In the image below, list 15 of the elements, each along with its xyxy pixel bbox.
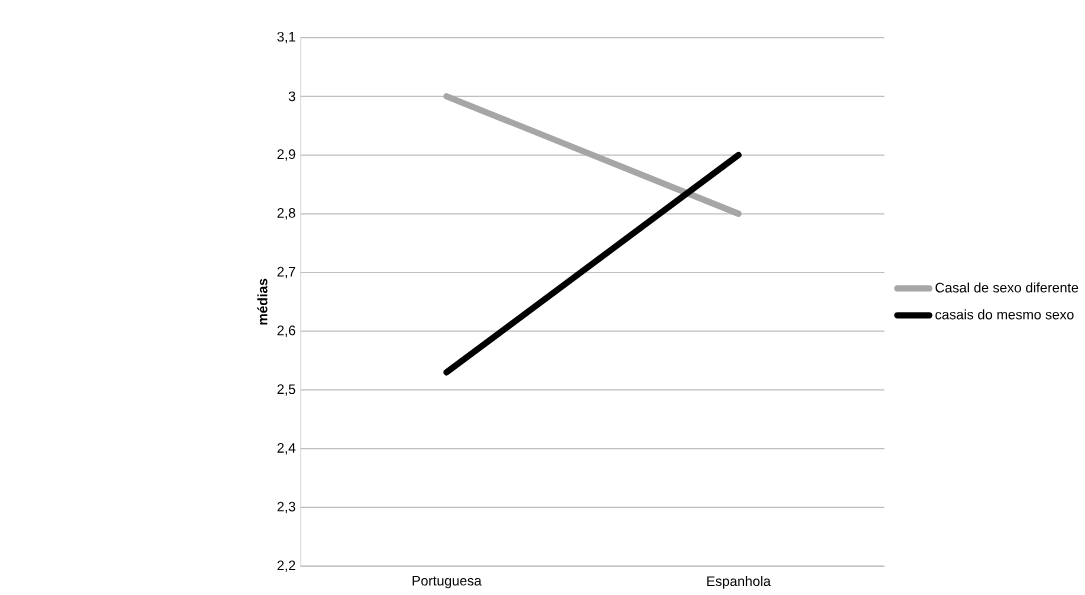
legend-label: casais do mesmo sexo [935,309,1074,320]
y-tick-label: 2,2 [277,560,296,572]
y-axis-title: médias [257,278,268,325]
y-tick-label: 3 [288,91,296,102]
x-tick-label: Portuguesa [412,576,482,589]
y-tick-label: 2,6 [277,325,296,337]
y-tick-label: 3,1 [277,31,296,44]
legend-label: Casal de sexo diferente [935,282,1079,293]
y-tick-label: 2,4 [277,443,296,455]
y-tick-label: 2,8 [277,208,296,220]
x-tick-label: Espanhola [707,576,771,589]
y-tick-label: 2,5 [277,384,296,396]
y-tick-label: 2,3 [277,501,296,514]
y-tick-label: 2,9 [277,149,296,161]
y-tick-label: 2,7 [277,266,296,279]
